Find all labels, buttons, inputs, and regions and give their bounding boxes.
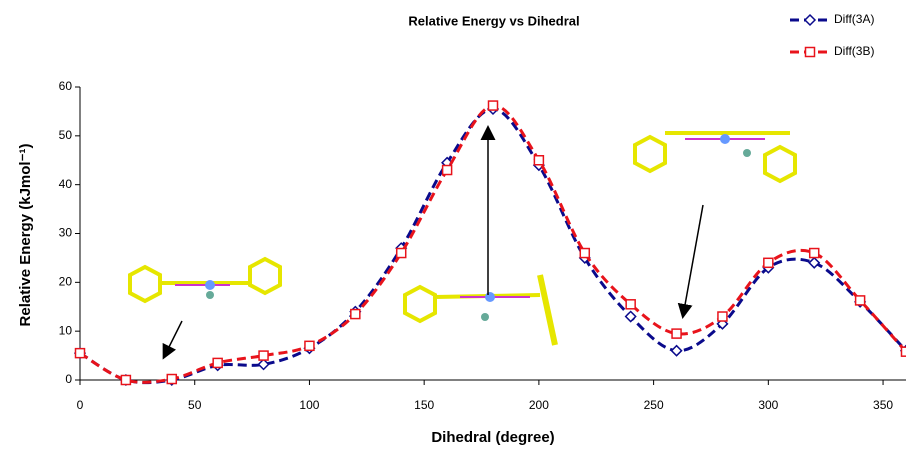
data-marker xyxy=(902,347,906,356)
data-marker xyxy=(580,249,589,258)
x-tick-label: 50 xyxy=(188,398,202,412)
molecule-images xyxy=(130,128,795,357)
legend-marker xyxy=(806,48,815,57)
data-marker xyxy=(76,349,85,358)
x-tick-label: 100 xyxy=(299,398,319,412)
y-axis-title: Relative Energy (kJmol⁻¹) xyxy=(17,144,34,327)
molecule xyxy=(405,275,555,345)
data-marker xyxy=(305,341,314,350)
arrow xyxy=(683,205,703,316)
data-marker xyxy=(443,166,452,175)
y-tick-label: 10 xyxy=(59,323,73,337)
data-marker xyxy=(489,101,498,110)
data-marker xyxy=(259,351,268,360)
x-tick-label: 150 xyxy=(414,398,434,412)
x-tick-label: 200 xyxy=(529,398,549,412)
data-marker xyxy=(764,258,773,267)
legend-label: Diff(3A) xyxy=(834,12,874,26)
data-marker xyxy=(810,249,819,258)
y-tick-label: 20 xyxy=(59,275,73,289)
data-marker xyxy=(809,258,819,268)
legend-label: Diff(3B) xyxy=(834,44,874,58)
data-marker xyxy=(534,156,543,165)
x-tick-label: 350 xyxy=(873,398,893,412)
data-marker xyxy=(397,249,406,258)
data-marker xyxy=(121,376,130,385)
x-tick-label: 300 xyxy=(758,398,778,412)
y-tick-label: 0 xyxy=(65,372,72,386)
data-marker xyxy=(351,310,360,319)
y-tick-label: 30 xyxy=(59,226,73,240)
data-marker xyxy=(856,296,865,305)
data-marker xyxy=(626,312,636,322)
data-marker xyxy=(259,359,269,369)
data-marker xyxy=(626,300,635,309)
y-tick-label: 60 xyxy=(59,79,73,93)
legend-marker xyxy=(805,15,815,25)
arrow xyxy=(164,321,182,357)
x-tick-label: 250 xyxy=(644,398,664,412)
data-marker xyxy=(718,312,727,321)
data-marker xyxy=(167,375,176,384)
data-marker xyxy=(672,346,682,356)
y-tick-label: 50 xyxy=(59,128,73,142)
chart: Relative Energy vs Dihedral Dihedral (de… xyxy=(0,0,906,449)
chart-title: Relative Energy vs Dihedral xyxy=(408,13,579,28)
plot-area xyxy=(75,101,906,385)
x-axis-title: Dihedral (degree) xyxy=(431,429,554,446)
y-tick-label: 40 xyxy=(59,177,73,191)
data-marker xyxy=(672,329,681,338)
molecule xyxy=(635,133,795,181)
molecule xyxy=(130,259,280,301)
data-marker xyxy=(213,358,222,367)
x-tick-label: 0 xyxy=(77,398,84,412)
